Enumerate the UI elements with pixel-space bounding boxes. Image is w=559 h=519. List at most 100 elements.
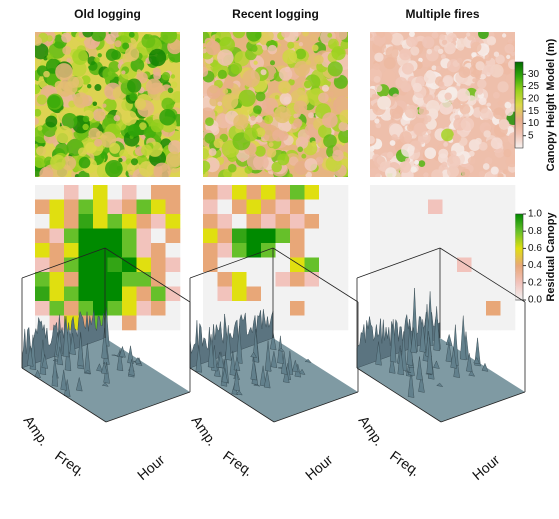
heatmap-cell bbox=[501, 214, 516, 229]
heatmap-cell bbox=[166, 258, 181, 273]
heatmap-cell bbox=[385, 243, 400, 258]
heatmap-cell bbox=[457, 214, 472, 229]
heatmap-cell bbox=[334, 243, 349, 258]
canopy-blob bbox=[441, 129, 454, 142]
heatmap-cell bbox=[261, 258, 276, 273]
heatmap-cell bbox=[319, 316, 334, 331]
heatmap-cell bbox=[247, 243, 262, 258]
heatmap-cell bbox=[50, 200, 65, 215]
canopy-blob bbox=[95, 41, 99, 45]
canopy-blob bbox=[209, 148, 217, 156]
canopy-blob bbox=[461, 169, 470, 178]
heatmap-cell bbox=[399, 301, 414, 316]
heatmap-cell bbox=[319, 214, 334, 229]
canopy-blob bbox=[375, 85, 383, 93]
canopy-blob bbox=[250, 115, 255, 120]
heatmap-cell bbox=[261, 287, 276, 302]
heatmap-cell bbox=[232, 272, 247, 287]
canopy-blob bbox=[239, 90, 256, 107]
heatmap-cell bbox=[486, 243, 501, 258]
canopy-blob bbox=[304, 158, 317, 171]
heatmap-cell bbox=[370, 287, 385, 302]
heatmap-cell bbox=[457, 287, 472, 302]
heatmap-cell bbox=[334, 200, 349, 215]
canopy-blob bbox=[499, 119, 510, 130]
canopy-blob bbox=[373, 63, 380, 70]
heatmap-cell bbox=[276, 243, 291, 258]
heatmap-cell bbox=[370, 258, 385, 273]
heatmap-cell bbox=[414, 200, 429, 215]
canopy-blob bbox=[36, 146, 46, 156]
heatmap-cell bbox=[79, 243, 94, 258]
canopy-blob bbox=[105, 34, 116, 45]
heatmap-cell bbox=[276, 272, 291, 287]
canopy-blob bbox=[127, 78, 141, 92]
canopy-blob bbox=[414, 160, 419, 165]
canopy-blob bbox=[439, 34, 445, 40]
canopy-blob bbox=[409, 31, 415, 37]
canopy-blob bbox=[278, 81, 291, 94]
canopy-blob bbox=[413, 83, 422, 92]
canopy-blob bbox=[94, 84, 101, 91]
canopy-blob bbox=[387, 152, 393, 158]
canopy-blob bbox=[37, 94, 47, 104]
canopy-blob bbox=[50, 155, 65, 170]
heatmap-cell bbox=[443, 200, 458, 215]
heatmap-cell bbox=[334, 229, 349, 244]
heatmap-cell bbox=[232, 185, 247, 200]
heatmap-cell bbox=[457, 316, 472, 331]
canopy-blob bbox=[39, 167, 53, 181]
heatmap-cell bbox=[385, 272, 400, 287]
colorbar-tick-label: 5 bbox=[528, 130, 534, 141]
heatmap-cell bbox=[319, 287, 334, 302]
canopy-blob bbox=[241, 158, 245, 162]
heatmap-cell bbox=[79, 229, 94, 244]
heatmap-cell bbox=[108, 287, 123, 302]
canopy-blob bbox=[475, 138, 482, 145]
canopy-blob bbox=[339, 110, 353, 124]
heatmap-cell bbox=[385, 200, 400, 215]
colorbar-tick-label: 15 bbox=[528, 106, 540, 117]
canopy-blob bbox=[436, 66, 441, 71]
canopy-blob bbox=[374, 118, 379, 123]
figure: Old loggingRecent loggingMultiple fires5… bbox=[0, 0, 559, 519]
canopy-blob bbox=[427, 49, 433, 55]
heatmap-cell bbox=[64, 243, 79, 258]
canopy-blob bbox=[304, 80, 312, 88]
heatmap-cell bbox=[247, 258, 262, 273]
heatmap-cell bbox=[166, 229, 181, 244]
heatmap-cell bbox=[151, 287, 166, 302]
canopy-blob bbox=[246, 26, 261, 41]
heatmap-cell bbox=[151, 229, 166, 244]
heatmap-cell bbox=[50, 185, 65, 200]
heatmap-cell bbox=[370, 243, 385, 258]
heatmap-cell bbox=[399, 287, 414, 302]
canopy-blob bbox=[251, 45, 258, 52]
canopy-blob bbox=[506, 55, 510, 59]
heatmap-cell bbox=[414, 214, 429, 229]
colorbar-label: Residual Canopy bbox=[545, 212, 557, 302]
heatmap-cell bbox=[290, 200, 305, 215]
heatmap-cell bbox=[232, 301, 247, 316]
canopy-blob bbox=[293, 114, 298, 119]
canopy-blob bbox=[47, 95, 60, 108]
canopy-blob bbox=[137, 69, 142, 74]
heatmap-cell bbox=[79, 272, 94, 287]
column-title: Old logging bbox=[74, 7, 141, 21]
canopy-blob bbox=[214, 138, 224, 148]
canopy-blob bbox=[384, 57, 396, 69]
heatmap-cell bbox=[319, 229, 334, 244]
canopy-blob bbox=[91, 27, 106, 42]
canopy-blob bbox=[302, 30, 309, 37]
heatmap-cell bbox=[151, 272, 166, 287]
heatmap-cell bbox=[428, 258, 443, 273]
canopy-blob bbox=[293, 118, 302, 127]
heatmap-cell bbox=[261, 214, 276, 229]
canopy-blob bbox=[505, 102, 512, 109]
canopy-blob bbox=[94, 57, 100, 63]
heatmap-cell bbox=[122, 200, 137, 215]
heatmap-cell bbox=[334, 287, 349, 302]
heatmap-cell bbox=[305, 316, 320, 331]
heatmap-cell bbox=[486, 200, 501, 215]
canopy-blob bbox=[61, 33, 71, 43]
